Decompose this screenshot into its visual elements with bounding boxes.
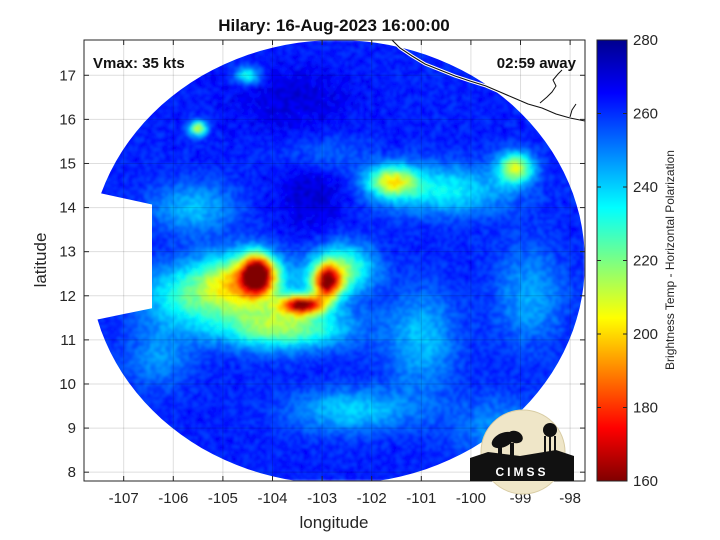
grid: [84, 40, 585, 481]
time-away-label: 02:59 away: [497, 55, 577, 72]
y-tick-label: 16: [59, 111, 76, 128]
x-tick-label: -107: [109, 490, 139, 507]
axes-box: [83, 39, 586, 482]
colorbar-ticks: 160 180 200 220 240 260 280: [597, 32, 658, 490]
colorbar: 160 180 200 220 240 260 280 Brightness Temp - …: [596, 32, 677, 490]
chart-title: Hilary: 16-Aug-2023 16:00:00: [218, 16, 450, 35]
y-tick-label: 14: [59, 200, 76, 217]
colorbar-tick-label: 200: [633, 326, 658, 343]
x-tick-label: -103: [307, 490, 337, 507]
colorbar-tick-label: 160: [633, 473, 658, 490]
y-tick-label: 9: [68, 420, 76, 437]
y-tick-label: 11: [60, 332, 76, 349]
x-axis-label: longitude: [299, 513, 368, 532]
y-tick-label: 12: [59, 288, 76, 305]
logo-building: [470, 458, 574, 481]
x-tick-label: -98: [559, 490, 581, 507]
logo-water-tower-icon: [543, 423, 557, 458]
cimss-logo: CIMSS: [470, 409, 574, 495]
colorbar-tick-label: 220: [633, 253, 658, 270]
x-tick-label: -105: [208, 490, 238, 507]
y-tick-label: 8: [68, 464, 76, 481]
colorbar-label: Brightness Temp - Horizontal Polarizatio…: [663, 150, 677, 370]
y-tick-label: 10: [59, 376, 76, 393]
colorbar-gradient: [596, 39, 628, 482]
x-tick-label: -101: [406, 490, 436, 507]
y-tick-label: 17: [59, 67, 76, 84]
colorbar-tick-label: 180: [633, 400, 658, 417]
vmax-label: Vmax: 35 kts: [93, 55, 185, 72]
y-tick-label: 15: [59, 155, 76, 172]
colorbar-tick-label: 260: [633, 106, 658, 123]
axis-ticks: -107 -106 -105 -104 -103 -102 -101 -100 -99 -9889…: [59, 40, 585, 507]
x-tick-label: -106: [158, 490, 188, 507]
logo-dish-icon: [491, 430, 523, 456]
y-axis-label: latitude: [31, 233, 50, 288]
x-tick-label: -100: [456, 490, 486, 507]
coastline: [390, 40, 585, 123]
x-tick-label: -102: [357, 490, 387, 507]
colorbar-tick-label: 240: [633, 179, 658, 196]
x-tick-label: -104: [257, 490, 287, 507]
logo-text: CIMSS: [495, 465, 548, 479]
y-tick-label: 13: [59, 244, 76, 261]
colorbar-tick-label: 280: [633, 32, 658, 49]
swath-image: [97, 40, 585, 481]
